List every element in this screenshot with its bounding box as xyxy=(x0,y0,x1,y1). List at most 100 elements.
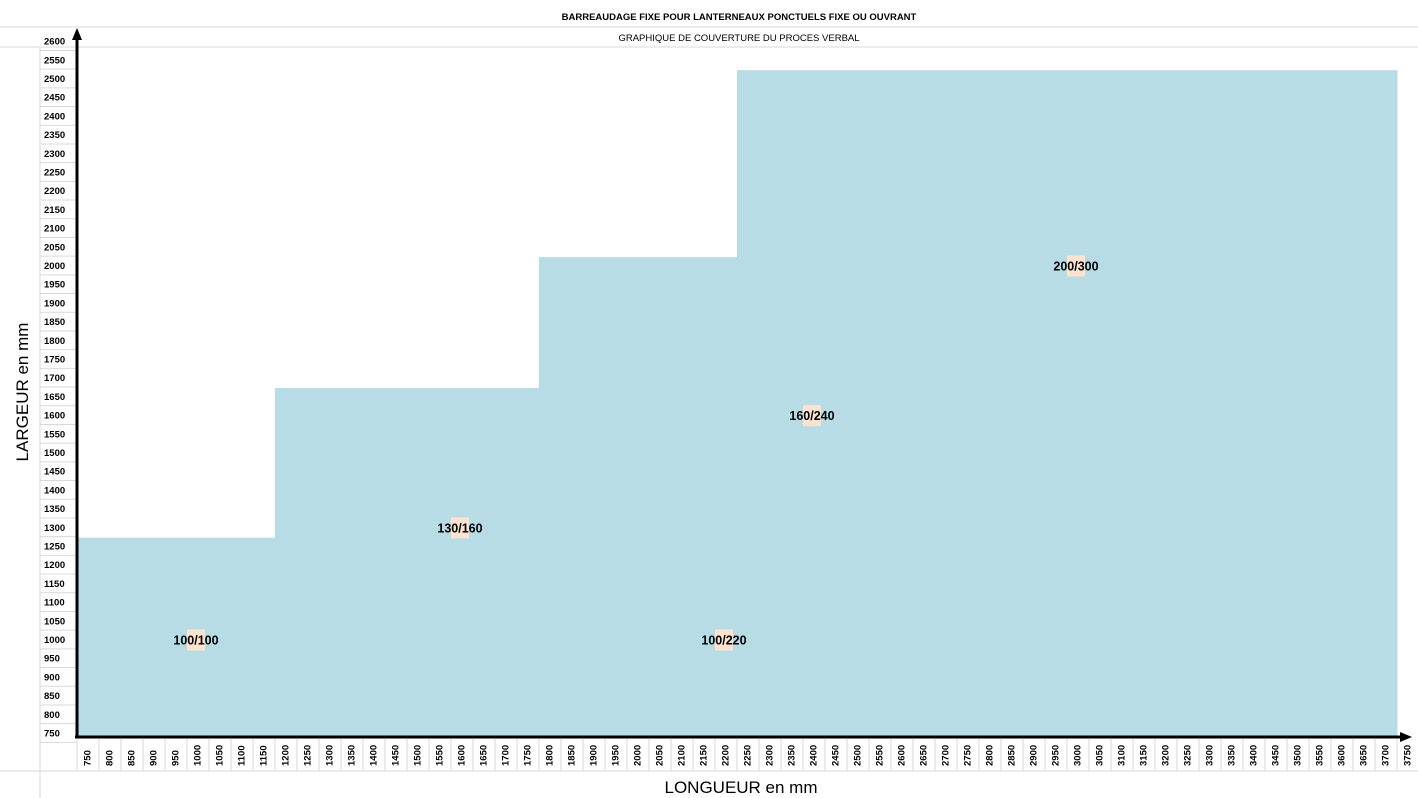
x-tick-label: 1950 xyxy=(611,745,622,766)
coverage-block xyxy=(979,70,1090,736)
x-tick-label: 1750 xyxy=(523,745,534,766)
y-tick-label: 2450 xyxy=(44,93,65,104)
tick-labels: 750 800 850 900 950 1000 1050 1100 1150 1200 1250 1… xyxy=(44,37,1414,766)
x-tick-label: 2650 xyxy=(919,745,930,766)
x-tick-label: 1200 xyxy=(281,745,292,766)
x-tick-label: 3750 xyxy=(1403,745,1414,766)
zone-label-highlight xyxy=(187,629,205,651)
zone-label-highlight xyxy=(451,517,469,539)
x-tick-label: 1600 xyxy=(457,745,468,766)
x-tick-label: 2700 xyxy=(941,745,952,766)
x-tick-label: 2950 xyxy=(1051,745,1062,766)
y-tick-label: 1000 xyxy=(44,635,65,646)
y-tick-label: 1100 xyxy=(44,598,65,609)
x-tick-label: 2750 xyxy=(963,745,974,766)
y-tick-label: 1250 xyxy=(44,542,65,553)
x-tick-label: 3500 xyxy=(1293,745,1304,766)
chart-title: BARREAUDAGE FIXE POUR LANTERNEAUX PONCTU… xyxy=(562,12,917,23)
y-tick-label: 2100 xyxy=(44,224,65,235)
coverage-block xyxy=(539,257,738,736)
coverage-block xyxy=(77,537,276,736)
x-tick-label: 2200 xyxy=(721,745,732,766)
y-tick-label: 2050 xyxy=(44,242,65,253)
y-tick-label: 2350 xyxy=(44,130,65,141)
y-tick-label: 2600 xyxy=(44,37,65,48)
y-tick-label: 1950 xyxy=(44,280,65,291)
x-axis-label: LONGUEUR en mm xyxy=(664,778,817,797)
zone-label: 200/300 xyxy=(1053,260,1098,274)
zone-label-highlight xyxy=(803,405,821,427)
x-tick-label: 3400 xyxy=(1249,745,1260,766)
y-tick-label: 900 xyxy=(44,672,60,683)
y-tick-label: 1200 xyxy=(44,560,65,571)
spreadsheet-grid xyxy=(0,26,1418,798)
x-tick-label: 1850 xyxy=(567,745,578,766)
y-tick-label: 1600 xyxy=(44,411,65,422)
axes xyxy=(72,28,1412,742)
y-tick-label: 2000 xyxy=(44,261,65,272)
x-tick-label: 2500 xyxy=(853,745,864,766)
zone-label: 160/240 xyxy=(789,409,834,423)
y-tick-label: 1300 xyxy=(44,523,65,534)
y-tick-label: 800 xyxy=(44,710,60,721)
x-tick-label: 800 xyxy=(105,750,116,766)
x-tick-label: 1500 xyxy=(413,745,424,766)
coverage-block xyxy=(319,388,474,736)
x-tick-label: 2000 xyxy=(633,745,644,766)
y-axis-label: LARGEUR en mm xyxy=(13,323,32,462)
zone-label: 100/220 xyxy=(701,634,746,648)
x-tick-label: 3650 xyxy=(1359,745,1370,766)
x-tick-label: 2850 xyxy=(1007,745,1018,766)
x-tick-label: 3300 xyxy=(1205,745,1216,766)
y-tick-label: 1700 xyxy=(44,373,65,384)
x-tick-label: 2250 xyxy=(743,745,754,766)
coverage-block xyxy=(737,70,980,736)
x-tick-label: 2150 xyxy=(699,745,710,766)
x-tick-label: 1350 xyxy=(347,745,358,766)
x-tick-label: 2400 xyxy=(809,745,820,766)
x-tick-label: 1450 xyxy=(391,745,402,766)
x-tick-label: 2050 xyxy=(655,745,666,766)
coverage-block xyxy=(1089,70,1398,736)
y-tick-label: 2550 xyxy=(44,55,65,66)
y-tick-label: 1150 xyxy=(44,579,65,590)
x-tick-label: 2800 xyxy=(985,745,996,766)
y-tick-label: 2200 xyxy=(44,186,65,197)
y-tick-label: 950 xyxy=(44,654,60,665)
x-tick-label: 1700 xyxy=(501,745,512,766)
zone-label: 100/100 xyxy=(173,634,218,648)
x-tick-label: 750 xyxy=(83,750,94,766)
x-tick-label: 3000 xyxy=(1073,745,1084,766)
y-tick-label: 1900 xyxy=(44,298,65,309)
x-tick-label: 3050 xyxy=(1095,745,1106,766)
x-axis-arrow xyxy=(1400,732,1412,742)
y-tick-label: 2400 xyxy=(44,111,65,122)
y-tick-label: 1850 xyxy=(44,317,65,328)
y-tick-label: 1450 xyxy=(44,467,65,478)
y-tick-label: 1750 xyxy=(44,355,65,366)
coverage-block xyxy=(473,388,540,736)
y-tick-label: 1800 xyxy=(44,336,65,347)
y-tick-label: 1550 xyxy=(44,429,65,440)
x-tick-label: 950 xyxy=(171,750,182,766)
x-tick-label: 850 xyxy=(127,750,138,766)
y-tick-label: 2500 xyxy=(44,74,65,85)
y-tick-label: 850 xyxy=(44,691,60,702)
chart-subtitle: GRAPHIQUE DE COUVERTURE DU PROCES VERBAL xyxy=(618,33,859,44)
x-tick-label: 2550 xyxy=(875,745,886,766)
x-tick-label: 1100 xyxy=(237,745,248,766)
x-tick-label: 3150 xyxy=(1139,745,1150,766)
y-tick-label: 1400 xyxy=(44,485,65,496)
zone-labels: 100/100 130/160 100/220 160/240 200/300 xyxy=(173,255,1099,651)
x-tick-label: 2100 xyxy=(677,745,688,766)
x-tick-label: 3550 xyxy=(1315,745,1326,766)
x-tick-label: 3600 xyxy=(1337,745,1348,766)
x-tick-label: 2900 xyxy=(1029,745,1040,766)
x-tick-label: 1650 xyxy=(479,745,490,766)
x-tick-label: 1050 xyxy=(215,745,226,766)
x-tick-label: 3700 xyxy=(1381,745,1392,766)
x-tick-label: 1300 xyxy=(325,745,336,766)
x-tick-label: 1900 xyxy=(589,745,600,766)
y-tick-label: 1350 xyxy=(44,504,65,515)
